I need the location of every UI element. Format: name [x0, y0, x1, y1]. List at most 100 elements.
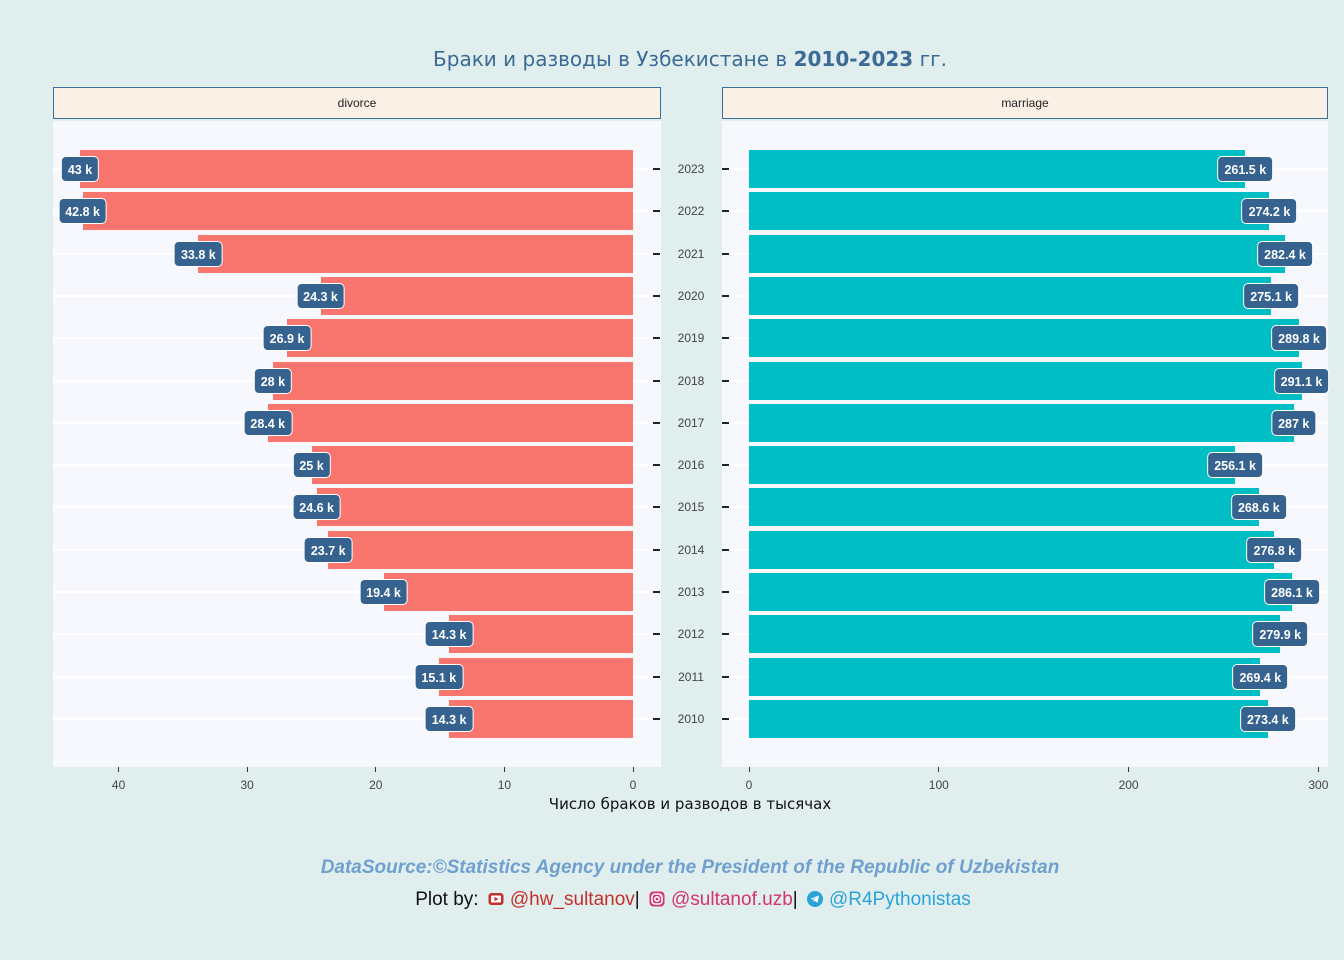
- data-label-marriage: 273.4 k: [1240, 705, 1296, 732]
- data-label-marriage: 268.6 k: [1230, 494, 1287, 521]
- data-source-caption: DataSource:©Statistics Agency under the …: [320, 857, 1060, 878]
- y-tick: [722, 464, 729, 467]
- bar-divorce: [438, 657, 633, 696]
- title-suffix: гг.: [919, 47, 947, 71]
- bar-divorce: [383, 573, 633, 611]
- bar-divorce: [449, 615, 633, 654]
- y-tick: [653, 675, 660, 678]
- x-tick-label: 40: [111, 778, 126, 792]
- bar-marriage: [749, 657, 1261, 696]
- facet-strip-marriage: marriage: [722, 87, 1328, 119]
- data-label-divorce: 23.7 k: [303, 536, 353, 563]
- bar-divorce: [198, 234, 633, 273]
- y-tick: [653, 210, 660, 213]
- data-label-marriage: 269.4 k: [1232, 663, 1289, 690]
- y-tick: [722, 210, 729, 213]
- y-tick: [653, 591, 660, 593]
- y-tick: [722, 337, 729, 340]
- x-tick: [1128, 767, 1130, 772]
- y-tick: [653, 633, 660, 636]
- data-label-divorce: 14.3 k: [424, 705, 474, 732]
- data-label-divorce: 15.1 k: [414, 663, 464, 690]
- plot-credits: Plot by: @hw_sultanov| @sultanof.uzb| @R…: [0, 889, 1344, 911]
- data-label-marriage: 279.9 k: [1252, 621, 1309, 648]
- x-tick: [375, 767, 377, 772]
- year-label: 2011: [678, 669, 704, 684]
- data-label-divorce: 26.9 k: [262, 325, 312, 352]
- y-tick: [722, 252, 729, 255]
- y-tick: [653, 379, 660, 382]
- bar-marriage: [749, 234, 1285, 273]
- x-tick-label: 30: [240, 778, 254, 792]
- y-tick: [653, 168, 660, 170]
- x-tick: [632, 767, 634, 772]
- bar-marriage: [749, 699, 1268, 738]
- telegram-icon: [806, 891, 823, 907]
- credits-separator: |: [634, 889, 640, 910]
- y-tick: [653, 717, 660, 720]
- y-tick: [722, 591, 729, 593]
- x-tick: [246, 767, 248, 772]
- bar-divorce: [267, 403, 633, 442]
- data-label-marriage: 274.2 k: [1241, 198, 1298, 225]
- year-label: 2022: [677, 204, 705, 219]
- y-tick: [653, 421, 660, 424]
- y-tick: [653, 464, 660, 467]
- bar-divorce: [328, 530, 633, 569]
- y-tick: [653, 337, 660, 340]
- data-label-marriage: 282.4 k: [1257, 240, 1313, 267]
- y-tick: [722, 633, 729, 636]
- facet-strip-divorce: divorce: [53, 87, 661, 119]
- year-label: 2014: [677, 542, 705, 557]
- data-label-marriage: 289.8 k: [1271, 325, 1327, 352]
- year-label: 2012: [677, 627, 705, 642]
- data-label-divorce: 28 k: [253, 367, 293, 394]
- y-tick: [653, 548, 660, 551]
- data-label-marriage: 256.1 k: [1207, 452, 1263, 479]
- bar-divorce: [449, 699, 633, 738]
- bar-marriage: [749, 446, 1236, 485]
- bar-divorce: [311, 446, 633, 485]
- y-tick: [722, 421, 729, 424]
- year-label: 2020: [677, 288, 705, 303]
- data-label-divorce: 33.8 k: [173, 240, 223, 267]
- title-years: 2010-2023: [793, 47, 914, 71]
- data-label-divorce: 43 k: [60, 156, 100, 182]
- bar-marriage: [749, 192, 1270, 231]
- bar-marriage: [749, 573, 1293, 611]
- x-tick: [748, 767, 750, 772]
- x-tick-label: 20: [369, 778, 383, 792]
- chart-title: Браки и разводы в Узбекистане в 2010-202…: [0, 47, 1344, 71]
- data-label-marriage: 275.1 k: [1243, 282, 1299, 309]
- bar-marriage: [749, 615, 1281, 654]
- x-axis-title: Число браков и разводов в тысячах: [548, 795, 832, 813]
- year-label: 2021: [677, 246, 705, 261]
- bar-divorce: [80, 150, 633, 188]
- data-label-marriage: 291.1 k: [1273, 367, 1330, 394]
- y-tick: [653, 252, 660, 255]
- bar-marriage: [749, 361, 1302, 400]
- data-label-divorce: 19.4 k: [359, 579, 408, 605]
- grid-line: [53, 675, 661, 678]
- bar-marriage: [749, 403, 1294, 442]
- bar-marriage: [749, 319, 1300, 358]
- title-prefix: Браки и разводы в Узбекистане в: [433, 47, 788, 71]
- year-label: 2013: [677, 585, 705, 599]
- y-tick: [722, 717, 729, 720]
- y-tick: [722, 168, 729, 170]
- y-tick: [653, 294, 660, 297]
- y-tick: [722, 506, 729, 509]
- bar-marriage: [749, 488, 1259, 527]
- data-label-marriage: 286.1 k: [1264, 579, 1320, 605]
- telegram-handle-link[interactable]: @R4Pythonistas: [828, 889, 971, 910]
- x-tick: [503, 767, 505, 772]
- data-label-divorce: 14.3 k: [424, 621, 474, 648]
- year-label: 2019: [677, 331, 705, 346]
- x-tick-label: 300: [1308, 778, 1329, 792]
- youtube-handle-link[interactable]: @hw_sultanov: [509, 889, 635, 910]
- data-label-divorce: 25 k: [292, 452, 331, 479]
- instagram-handle-link[interactable]: @sultanof.uzb: [671, 889, 793, 910]
- bar-marriage: [749, 530, 1275, 569]
- y-tick: [722, 548, 729, 551]
- instagram-icon: [649, 891, 665, 907]
